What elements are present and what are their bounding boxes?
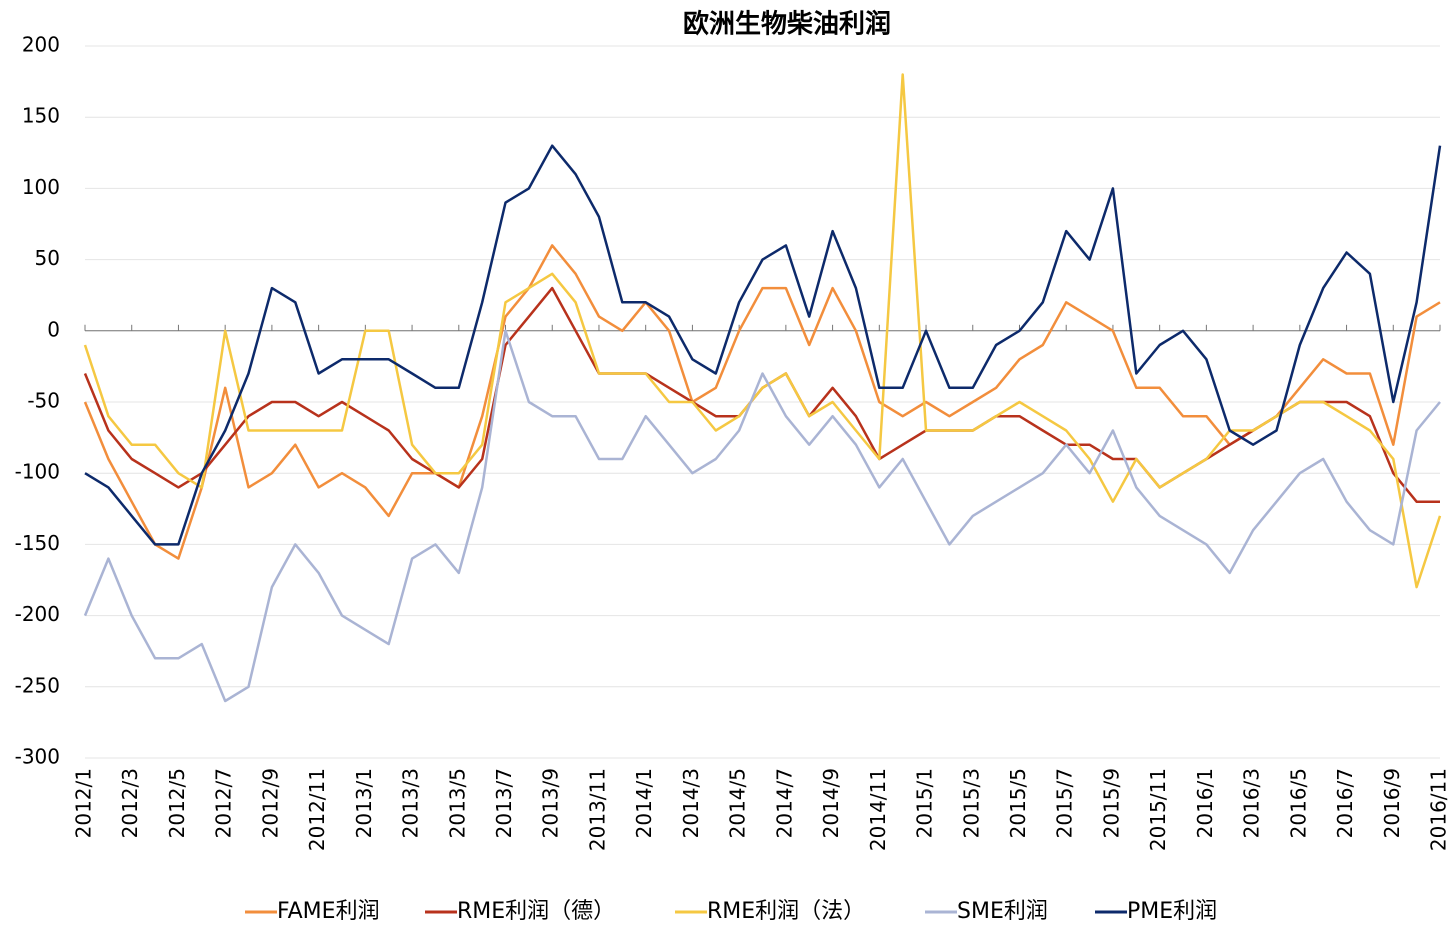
- x-tick-label: 2013/11: [585, 768, 609, 851]
- x-tick-label: 2015/11: [1146, 768, 1170, 851]
- x-tick-label: 2013/7: [492, 768, 516, 838]
- y-tick-label: 50: [35, 246, 60, 270]
- y-tick-label: -200: [15, 602, 60, 626]
- series-line: [83, 329, 1441, 703]
- x-tick-label: 2014/5: [726, 768, 750, 838]
- y-tick-label: -150: [15, 531, 60, 555]
- x-tick-label: 2012/7: [212, 768, 236, 838]
- x-tick-label: 2015/1: [913, 768, 937, 838]
- chart-title: 欧洲生物柴油利润: [683, 9, 891, 40]
- y-tick-label: 150: [22, 104, 60, 128]
- series-line: [84, 144, 1442, 546]
- x-tick-label: 2013/9: [539, 768, 563, 838]
- legend-label: FAME利润: [277, 899, 380, 924]
- x-tick-label: 2016/9: [1380, 768, 1404, 838]
- x-tick-label: 2012/5: [165, 768, 189, 838]
- y-tick-label: 100: [22, 175, 60, 199]
- legend-label: RME利润（德）: [457, 899, 615, 924]
- series-line: [83, 244, 1441, 560]
- series-line: [83, 286, 1440, 503]
- x-tick-label: 2013/3: [399, 768, 423, 838]
- legend-label: SME利润: [957, 899, 1048, 924]
- x-tick-label: 2014/1: [632, 768, 656, 838]
- y-tick-label: -250: [15, 673, 60, 697]
- y-tick-label: 200: [22, 33, 60, 57]
- y-tick-label: -50: [27, 389, 60, 413]
- y-tick-label: -100: [15, 460, 60, 484]
- x-tick-label: 2014/3: [679, 768, 703, 838]
- x-tick-label: 2015/5: [1006, 768, 1030, 838]
- x-tick-label: 2012/3: [118, 768, 142, 838]
- x-tick-label: 2016/11: [1427, 768, 1449, 851]
- x-tick-label: 2014/9: [819, 768, 843, 838]
- y-tick-label: -300: [15, 745, 60, 769]
- x-tick-label: 2016/1: [1193, 768, 1217, 838]
- series-line: [83, 73, 1442, 589]
- x-tick-label: 2014/11: [866, 768, 890, 851]
- x-tick-label: 2016/5: [1286, 768, 1310, 838]
- legend-label: PME利润: [1127, 899, 1217, 924]
- y-tick-label: 0: [47, 317, 60, 341]
- x-tick-label: 2012/1: [72, 768, 96, 838]
- legend-label: RME利润（法）: [707, 899, 865, 924]
- x-tick-label: 2016/3: [1240, 768, 1264, 838]
- x-tick-label: 2012/11: [305, 768, 329, 851]
- x-tick-label: 2015/3: [959, 768, 983, 838]
- x-tick-label: 2015/9: [1099, 768, 1123, 838]
- x-tick-label: 2015/7: [1053, 768, 1077, 838]
- x-tick-label: 2013/5: [445, 768, 469, 838]
- x-tick-label: 2016/7: [1333, 768, 1357, 838]
- x-tick-label: 2012/9: [258, 768, 282, 838]
- x-tick-label: 2013/1: [352, 768, 376, 838]
- x-tick-label: 2014/7: [772, 768, 796, 838]
